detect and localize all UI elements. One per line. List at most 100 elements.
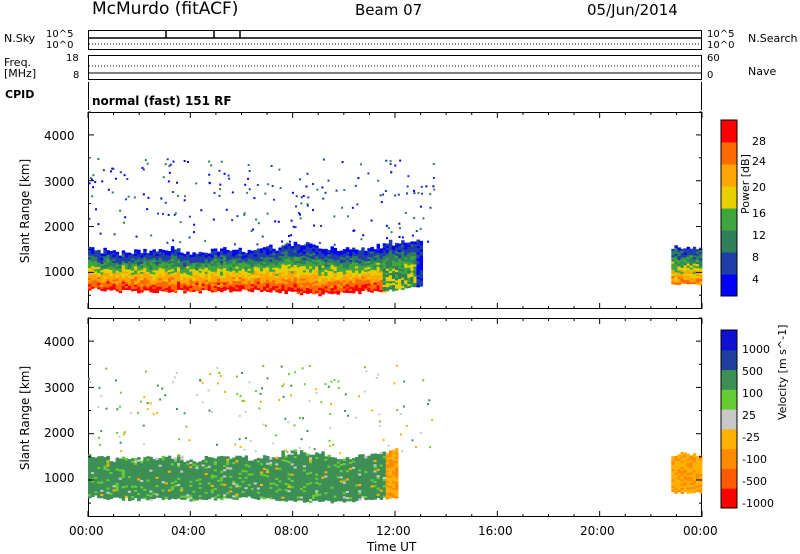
velocity-cell	[677, 475, 681, 478]
power-cell	[112, 262, 117, 266]
power-cell	[339, 258, 344, 262]
power-cell	[671, 277, 675, 281]
velocity-cell	[309, 458, 313, 462]
power-cell	[373, 253, 377, 256]
velocity-cell	[315, 473, 319, 476]
velocity-cell	[272, 484, 276, 487]
power-cell	[167, 286, 172, 289]
power-scatter-cell	[160, 197, 163, 200]
power-scatter-cell	[228, 177, 231, 180]
velocity-cell	[259, 475, 264, 478]
velocity-cell	[309, 479, 313, 483]
velocity-cell	[324, 485, 328, 488]
velocity-cell	[296, 460, 301, 464]
power-cell	[698, 272, 703, 275]
power-cell	[407, 246, 411, 249]
velocity-cell	[250, 468, 255, 472]
power-cell	[226, 276, 230, 280]
velocity-cell	[223, 470, 227, 474]
velocity-cell	[677, 468, 681, 472]
beam-label: Beam 07	[355, 1, 423, 19]
power-cell	[220, 275, 224, 278]
power-scatter-cell	[288, 240, 291, 243]
power-cell	[287, 261, 292, 265]
power-cell	[118, 278, 123, 281]
power-cell	[318, 271, 322, 274]
power-cell	[302, 288, 307, 291]
power-cell	[398, 272, 402, 275]
power-cell	[345, 288, 350, 291]
velocity-cell	[216, 483, 221, 486]
power-cell	[143, 275, 147, 279]
velocity-cell	[143, 471, 147, 475]
velocity-scatter-cell	[173, 376, 176, 379]
power-cell	[674, 272, 678, 275]
power-cell	[192, 281, 196, 284]
power-cell	[330, 252, 334, 255]
power-cell	[195, 261, 199, 265]
power-cell	[94, 262, 98, 266]
power-cell	[97, 276, 101, 280]
power-cell	[382, 282, 387, 285]
velocity-cell	[692, 471, 697, 475]
velocity-cell	[226, 491, 230, 495]
velocity-cell	[364, 491, 368, 494]
velocity-cell	[213, 487, 218, 491]
power-cell	[143, 261, 147, 264]
power-cell	[345, 276, 350, 279]
velocity-cell	[266, 493, 270, 497]
power-cell	[278, 247, 282, 250]
velocity-cell	[299, 460, 304, 464]
power-cell	[94, 266, 98, 270]
velocity-cell	[94, 474, 98, 477]
power-cell	[127, 262, 132, 266]
power-cell	[321, 273, 325, 277]
power-cell	[401, 281, 405, 284]
power-cell	[177, 279, 181, 282]
velocity-cell	[140, 473, 144, 476]
freq-tick-low: 8	[73, 70, 80, 81]
power-cell	[370, 281, 374, 285]
velocity-cell	[278, 459, 282, 462]
velocity-cell	[103, 488, 107, 491]
velocity-cell	[315, 454, 319, 457]
power-cell	[223, 267, 227, 271]
power-cell	[177, 281, 181, 284]
velocity-cell	[385, 467, 390, 471]
velocity-cell	[124, 460, 129, 463]
power-cell	[674, 278, 678, 281]
power-cell	[115, 260, 120, 263]
power-cell	[210, 285, 215, 289]
power-cell	[296, 258, 301, 262]
power-cell	[695, 263, 700, 267]
power-cell	[229, 261, 233, 264]
velocity-cell	[296, 485, 301, 489]
power-cell	[216, 284, 221, 287]
velocity-cell	[173, 457, 178, 460]
power-cell	[278, 276, 282, 279]
power-cell	[192, 264, 196, 268]
power-cell	[287, 286, 292, 290]
power-cell	[94, 279, 98, 282]
power-cell	[262, 284, 267, 287]
velocity-cell	[201, 466, 206, 469]
velocity-cell	[155, 488, 160, 492]
velocity-cell	[315, 452, 319, 455]
velocity-cell	[100, 466, 104, 470]
velocity-cell	[140, 487, 144, 491]
velocity-cell	[244, 465, 249, 469]
velocity-cell	[275, 460, 279, 464]
power-cell	[352, 251, 356, 255]
power-cell	[213, 262, 218, 266]
velocity-cell	[229, 479, 233, 483]
power-cell	[161, 274, 166, 278]
velocity-cell	[361, 472, 365, 476]
velocity-scatter-cell	[262, 423, 265, 426]
power-cell	[689, 261, 694, 264]
velocity-cell	[143, 496, 147, 500]
velocity-cell	[173, 494, 178, 498]
velocity-cell	[382, 491, 387, 494]
velocity-cell	[241, 494, 245, 498]
power-cell	[284, 258, 288, 262]
power-cell	[407, 250, 411, 254]
